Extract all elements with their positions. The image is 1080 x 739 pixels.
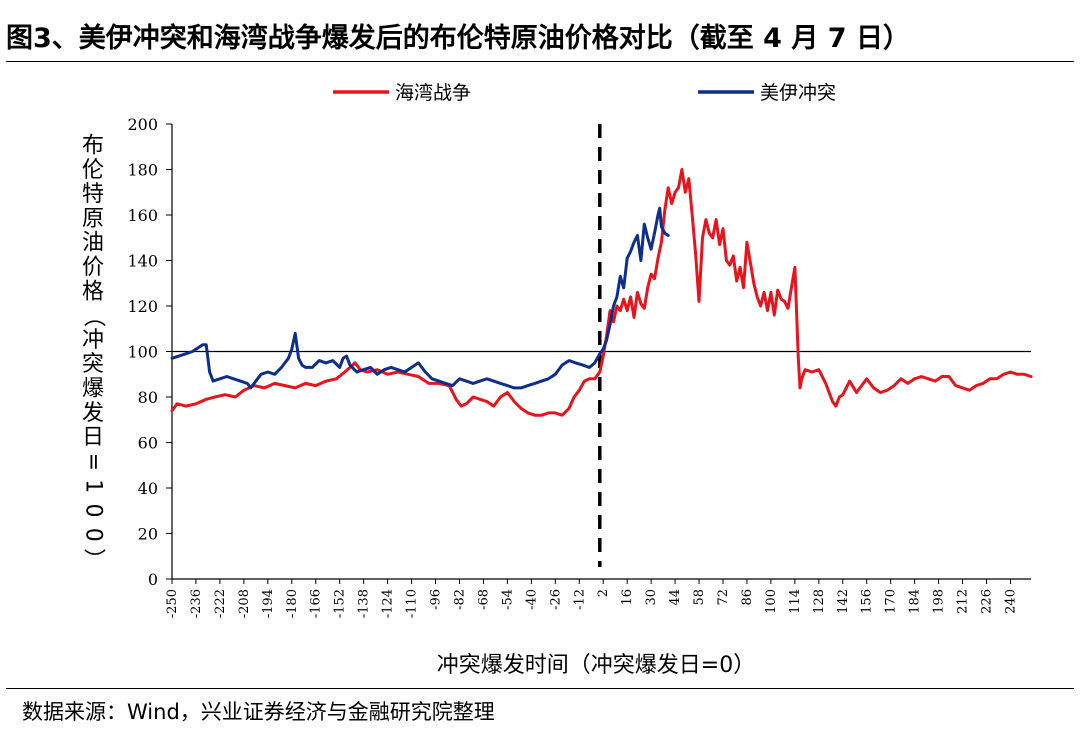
chart-title: 图3、美伊冲突和海湾战争爆发后的布伦特原油价格对比（截至 4 月 7 日）	[6, 23, 910, 54]
x-tick-label: 58	[692, 589, 707, 606]
y-axis-title-char: ）	[81, 548, 106, 570]
y-tick-label: 40	[138, 479, 158, 498]
y-tick-label: 200	[127, 115, 158, 134]
y-axis-title-char: 特	[82, 182, 104, 207]
x-tick-label: 240	[1003, 589, 1018, 614]
x-tick-label: 156	[860, 589, 875, 614]
y-axis-title-char: 日	[82, 425, 104, 450]
x-tick-label: -124	[381, 589, 396, 618]
y-axis-title-char: 价	[82, 255, 104, 280]
x-tick-label: -110	[405, 589, 420, 618]
y-axis-title-char: =	[81, 453, 106, 471]
legend: 海湾战争 美伊冲突	[333, 82, 836, 104]
x-tick-label: 142	[836, 589, 851, 614]
x-tick-label: -236	[189, 589, 204, 618]
y-axis-title-char: 布	[82, 134, 104, 159]
y-axis-title-char: （	[81, 305, 106, 327]
source-note: 数据来源：Wind，兴业证券经济与金融研究院整理	[22, 700, 495, 724]
x-tick-label: -12	[572, 589, 587, 610]
x-tick-label: 86	[740, 589, 755, 606]
x-tick-label: -194	[261, 589, 276, 618]
legend-label-us-iran: 美伊冲突	[760, 82, 836, 104]
x-tick-label: 198	[932, 589, 947, 614]
y-axis-title-char: 爆	[82, 377, 104, 402]
y-tick-label: 140	[127, 252, 158, 271]
y-tick-label: 100	[127, 343, 158, 362]
x-tick-label: -180	[285, 589, 300, 618]
x-tick-label: 114	[788, 589, 803, 614]
x-tick-label: -152	[333, 589, 348, 618]
y-tick-label: 60	[138, 434, 158, 453]
x-axis-title: 冲突爆发时间（冲突爆发日=0）	[437, 653, 755, 678]
x-tick-label: -96	[429, 589, 444, 610]
x-tick-label: 128	[812, 589, 827, 614]
y-tick-label: 80	[138, 388, 158, 407]
x-tick-label: -250	[165, 589, 180, 618]
y-tick-label: 20	[138, 525, 158, 544]
x-tick-label: -166	[309, 589, 324, 618]
series-line-gulf-war	[170, 168, 1033, 417]
y-axis-title-char: 突	[82, 352, 104, 377]
x-tick-label: -54	[500, 589, 515, 610]
x-tick-label: 2	[596, 589, 611, 597]
series-line-us-iran	[170, 206, 670, 390]
series-group	[170, 168, 1033, 417]
reference-lines	[172, 124, 1031, 567]
y-axis-title-char: 冲	[82, 328, 104, 353]
y-tick-label: 180	[127, 161, 158, 180]
x-tick-label: -82	[452, 589, 467, 610]
y-axis-title-char: 0	[81, 528, 106, 542]
x-tick-label: -208	[237, 589, 252, 618]
y-tick-label: 120	[127, 297, 158, 316]
x-tick-label: -138	[357, 589, 372, 618]
y-axis-title-char: 0	[81, 504, 106, 518]
x-tick-label: 226	[980, 589, 995, 614]
y-axis-title-char: 伦	[82, 158, 104, 183]
x-tick-label: 170	[884, 589, 899, 614]
y-axis-title-char: 油	[82, 231, 104, 256]
x-tick-label: 212	[956, 589, 971, 614]
bottom-rule	[6, 688, 1074, 689]
legend-label-gulf-war: 海湾战争	[395, 82, 471, 104]
x-tick-label: 72	[716, 589, 731, 606]
x-tick-label: -40	[524, 589, 539, 610]
y-axis-title-char: 格	[82, 279, 104, 304]
y-tick-label: 160	[127, 206, 158, 225]
x-tick-label: 44	[668, 589, 683, 606]
x-tick-label: 30	[644, 589, 659, 606]
x-tick-label: 184	[908, 589, 923, 614]
x-tick-label: -26	[548, 589, 563, 610]
top-rule	[6, 61, 1074, 62]
y-axis-title-char: 发	[82, 401, 104, 426]
x-tick-label: -222	[213, 589, 228, 618]
x-tick-label: -68	[476, 589, 491, 610]
y-axis-title-char: 原	[82, 206, 104, 231]
y-axis-title-char: 1	[81, 479, 106, 493]
y-axis-title: 布伦特原油价格（冲突爆发日 = 1 0 0 ）	[81, 134, 106, 571]
x-tick-label: 16	[620, 589, 635, 606]
y-tick-label: 0	[148, 570, 158, 589]
x-tick-label: 100	[764, 589, 779, 614]
